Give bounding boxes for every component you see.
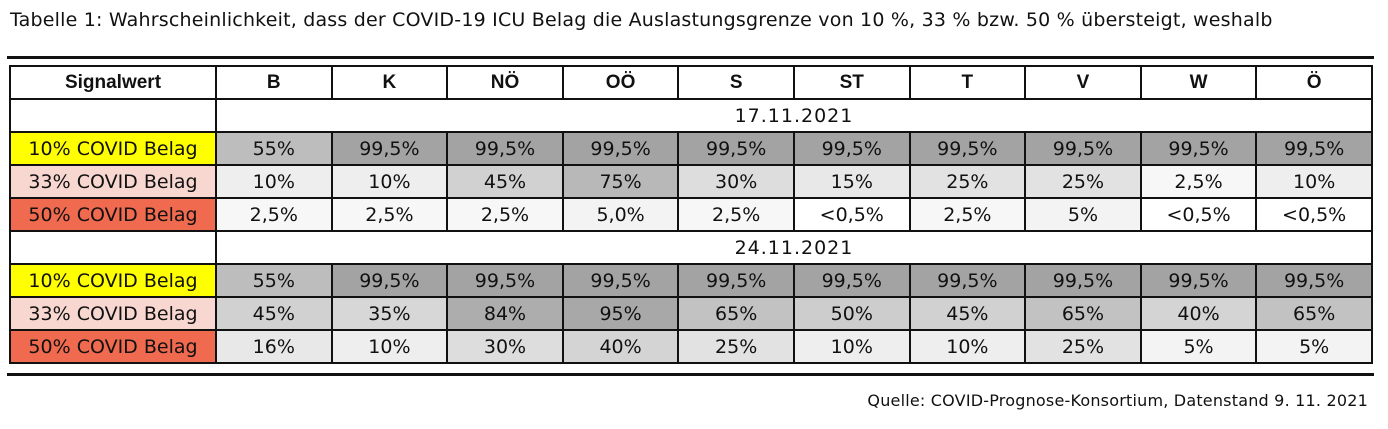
probability-cell: 99,5% — [1255, 263, 1373, 298]
probability-cell: 99,5% — [908, 263, 1027, 298]
signal-label: 10% COVID Belag — [9, 263, 217, 298]
probability-cell: 45% — [446, 164, 564, 199]
blank-cell — [9, 230, 217, 265]
header-region: V — [1024, 65, 1142, 100]
header-region: OÖ — [561, 65, 680, 100]
header-region: ST — [792, 65, 911, 100]
probability-cell: 40% — [1139, 296, 1258, 331]
table-row: 10% COVID Belag 55% 99,5% 99,5% 99,5% 99,5% 99… — [9, 131, 1373, 166]
probability-cell: 99,5% — [792, 263, 911, 298]
probability-cell: 50% — [792, 296, 911, 331]
probability-cell: 2,5% — [330, 197, 449, 232]
table-caption: Tabelle 1: Wahrscheinlichkeit, dass der … — [10, 9, 1273, 31]
table-row: 50% COVID Belag 16% 10% 30% 40% 25% 10% 10% 25% 5… — [9, 329, 1373, 364]
table-row: 10% COVID Belag 55% 99,5% 99,5% 99,5% 99,5% 99… — [9, 263, 1373, 298]
header-region: NÖ — [446, 65, 564, 100]
probability-cell: 25% — [908, 164, 1027, 199]
probability-cell: 10% — [215, 164, 333, 199]
probability-cell: 25% — [1024, 329, 1142, 364]
header-region: T — [908, 65, 1027, 100]
probability-cell: 84% — [446, 296, 564, 331]
source-note: Quelle: COVID-Prognose-Konsortium, Daten… — [867, 391, 1368, 410]
probability-cell: 25% — [677, 329, 795, 364]
blank-cell — [9, 98, 217, 133]
probability-cell: 10% — [330, 329, 449, 364]
probability-cell: 5% — [1024, 197, 1142, 232]
probability-cell: 40% — [561, 329, 680, 364]
header-region: W — [1139, 65, 1258, 100]
probability-cell: 99,5% — [677, 263, 795, 298]
date-cell: 17.11.2021 — [215, 98, 1373, 133]
probability-cell: 5,0% — [561, 197, 680, 232]
probability-cell: 99,5% — [1139, 131, 1258, 166]
header-signalwert: Signalwert — [9, 65, 217, 100]
probability-cell: 65% — [677, 296, 795, 331]
probability-cell: 99,5% — [792, 131, 911, 166]
probability-cell: 65% — [1255, 296, 1373, 331]
probability-cell: 55% — [215, 131, 333, 166]
header-row: Signalwert B K NÖ OÖ S ST T V W Ö — [9, 65, 1373, 100]
probability-cell: 10% — [908, 329, 1027, 364]
probability-cell: 2,5% — [908, 197, 1027, 232]
probability-cell: 99,5% — [446, 131, 564, 166]
header-region: K — [330, 65, 449, 100]
probability-cell: 99,5% — [1024, 263, 1142, 298]
table-body: 17.11.2021 10% COVID Belag 55% 99,5% 99,5% 99… — [9, 98, 1373, 364]
signal-label: 33% COVID Belag — [9, 296, 217, 331]
date-row: 17.11.2021 — [9, 98, 1373, 133]
probability-cell: <0,5% — [1255, 197, 1373, 232]
table-row: 33% COVID Belag 10% 10% 45% 75% 30% 15% 25% 25% 2… — [9, 164, 1373, 199]
probability-cell: 99,5% — [561, 131, 680, 166]
probability-cell: <0,5% — [792, 197, 911, 232]
probability-cell: <0,5% — [1139, 197, 1258, 232]
top-rule — [7, 56, 1374, 59]
probability-cell: 99,5% — [330, 263, 449, 298]
probability-cell: 75% — [561, 164, 680, 199]
probability-cell: 95% — [561, 296, 680, 331]
probability-cell: 25% — [1024, 164, 1142, 199]
probability-cell: 2,5% — [215, 197, 333, 232]
header-region: S — [677, 65, 795, 100]
probability-cell: 30% — [677, 164, 795, 199]
probability-cell: 30% — [446, 329, 564, 364]
date-row: 24.11.2021 — [9, 230, 1373, 265]
signal-label: 50% COVID Belag — [9, 329, 217, 364]
probability-cell: 99,5% — [908, 131, 1027, 166]
header-region: Ö — [1255, 65, 1373, 100]
probability-cell: 2,5% — [446, 197, 564, 232]
probability-cell: 5% — [1255, 329, 1373, 364]
probability-cell: 5% — [1139, 329, 1258, 364]
probability-cell: 99,5% — [1139, 263, 1258, 298]
probability-cell: 2,5% — [677, 197, 795, 232]
probability-cell: 15% — [792, 164, 911, 199]
bottom-rule — [7, 373, 1374, 376]
probability-cell: 10% — [792, 329, 911, 364]
probability-cell: 10% — [330, 164, 449, 199]
date-cell: 24.11.2021 — [215, 230, 1373, 265]
signal-label: 10% COVID Belag — [9, 131, 217, 166]
probability-cell: 99,5% — [561, 263, 680, 298]
table-row: 33% COVID Belag 45% 35% 84% 95% 65% 50% 45% 65% 4… — [9, 296, 1373, 331]
probability-cell: 99,5% — [446, 263, 564, 298]
header-region: B — [215, 65, 333, 100]
probability-table: Signalwert B K NÖ OÖ S ST T V W Ö 17.11.2021 10% CO… — [9, 65, 1373, 364]
probability-cell: 99,5% — [1024, 131, 1142, 166]
probability-cell: 99,5% — [1255, 131, 1373, 166]
signal-label: 50% COVID Belag — [9, 197, 217, 232]
probability-cell: 45% — [908, 296, 1027, 331]
probability-cell: 45% — [215, 296, 333, 331]
probability-cell: 65% — [1024, 296, 1142, 331]
probability-cell: 55% — [215, 263, 333, 298]
signal-label: 33% COVID Belag — [9, 164, 217, 199]
table-row: 50% COVID Belag 2,5% 2,5% 2,5% 5,0% 2,5% <0,5%… — [9, 197, 1373, 232]
probability-cell: 99,5% — [677, 131, 795, 166]
probability-cell: 10% — [1255, 164, 1373, 199]
probability-cell: 2,5% — [1139, 164, 1258, 199]
probability-cell: 99,5% — [330, 131, 449, 166]
probability-cell: 16% — [215, 329, 333, 364]
probability-cell: 35% — [330, 296, 449, 331]
